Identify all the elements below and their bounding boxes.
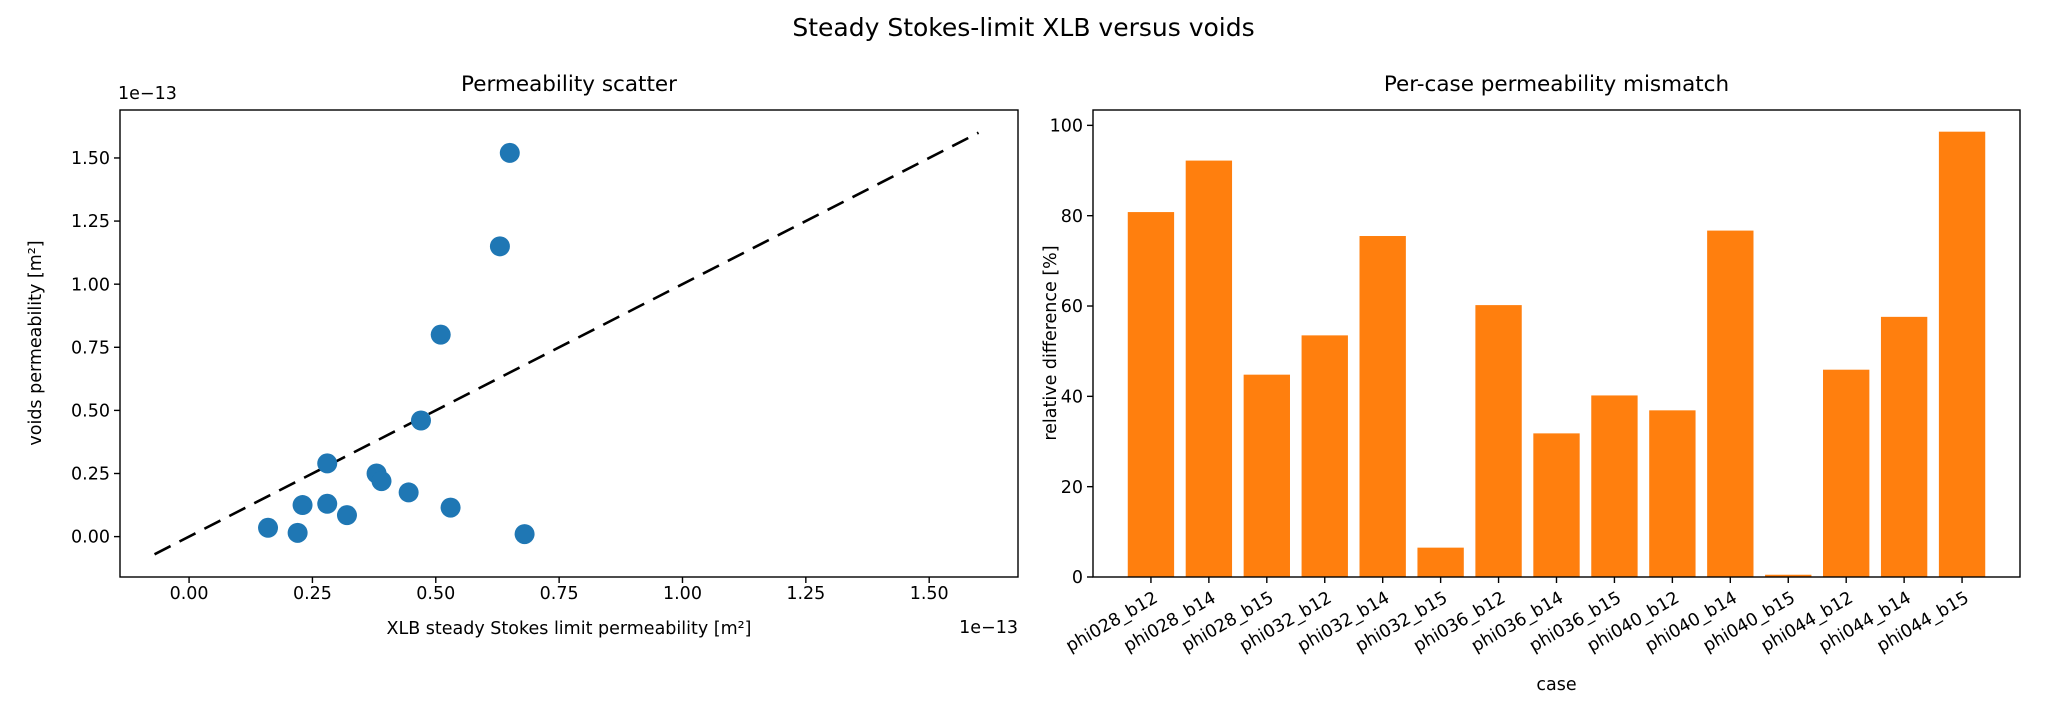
scatter-y-axis-label: voids permeability [m²]: [26, 240, 46, 446]
scatter-point: [317, 493, 338, 514]
bar-y-tick-label: 20: [1061, 478, 1083, 498]
scatter-point: [440, 497, 461, 518]
scatter-point: [489, 236, 510, 257]
bar-x-axis-label: case: [1536, 675, 1577, 695]
scatter-point: [258, 517, 279, 538]
bar: [1591, 395, 1638, 577]
bar: [1185, 160, 1233, 577]
bar-y-axis-label: relative difference [%]: [1041, 245, 1061, 441]
bar: [1359, 236, 1406, 577]
bar-y-tick-label: 80: [1061, 207, 1083, 227]
scatter-x-tick-label: 0.25: [293, 584, 332, 604]
bar: [1301, 335, 1348, 577]
bar: [1417, 547, 1464, 577]
scatter-y-tick-label: 1.25: [71, 212, 110, 232]
bar-y-tick-label: 40: [1061, 387, 1083, 407]
scatter-point: [499, 142, 520, 163]
parity-line: [153, 131, 980, 556]
bar: [1127, 212, 1175, 577]
scatter-y-tick-label: 0.50: [71, 402, 110, 422]
bar-y-tick-label: 0: [1072, 568, 1083, 588]
scatter-y-tick-label: 0.00: [71, 528, 110, 548]
bar-y-tick-label: 60: [1061, 297, 1083, 317]
scatter-x-tick-label: 0.50: [416, 584, 455, 604]
scatter-point: [336, 505, 357, 526]
scatter-y-tick-label: 1.00: [71, 275, 110, 295]
scatter-x-tick-label: 0.00: [170, 584, 209, 604]
scatter-y-tick-label: 0.25: [71, 465, 110, 485]
scatter-x-tick-label: 1.25: [786, 584, 825, 604]
scatter-point: [371, 471, 392, 492]
scatter-point: [398, 482, 419, 503]
bar-y-tick-label: 100: [1050, 116, 1083, 136]
scatter-point: [317, 453, 338, 474]
bar: [1243, 374, 1290, 577]
scatter-x-tick-label: 1.00: [663, 584, 702, 604]
bar: [1823, 369, 1870, 577]
scatter-y-tick-label: 1.50: [71, 149, 110, 169]
scatter-point: [430, 324, 451, 345]
scatter-x-tick-label: 1.50: [910, 584, 949, 604]
figure-suptitle: Steady Stokes-limit XLB versus voids: [792, 13, 1255, 42]
scatter-point: [514, 524, 535, 545]
scatter-y-tick-label: 0.75: [71, 338, 110, 358]
scatter-y-axis-offset-label: 1e−13: [118, 84, 177, 104]
bar: [1475, 305, 1522, 577]
scatter-x-axis-label: XLB steady Stokes limit permeability [m²…: [386, 619, 752, 639]
bar: [1938, 131, 1986, 578]
bar: [1649, 410, 1696, 577]
scatter-point: [287, 522, 308, 543]
scatter-point: [410, 410, 431, 431]
scatter-plot-title: Permeability scatter: [461, 72, 677, 97]
scatter-point: [292, 495, 313, 516]
bar: [1880, 316, 1928, 577]
bar: [1765, 574, 1812, 577]
scatter-x-axis-offset-label: 1e−13: [959, 618, 1018, 638]
bar: [1533, 433, 1580, 577]
bar: [1707, 230, 1754, 577]
bar-plot-title: Per-case permeability mismatch: [1383, 72, 1730, 97]
scatter-frame: [119, 109, 1019, 578]
scatter-x-tick-label: 0.75: [540, 584, 579, 604]
